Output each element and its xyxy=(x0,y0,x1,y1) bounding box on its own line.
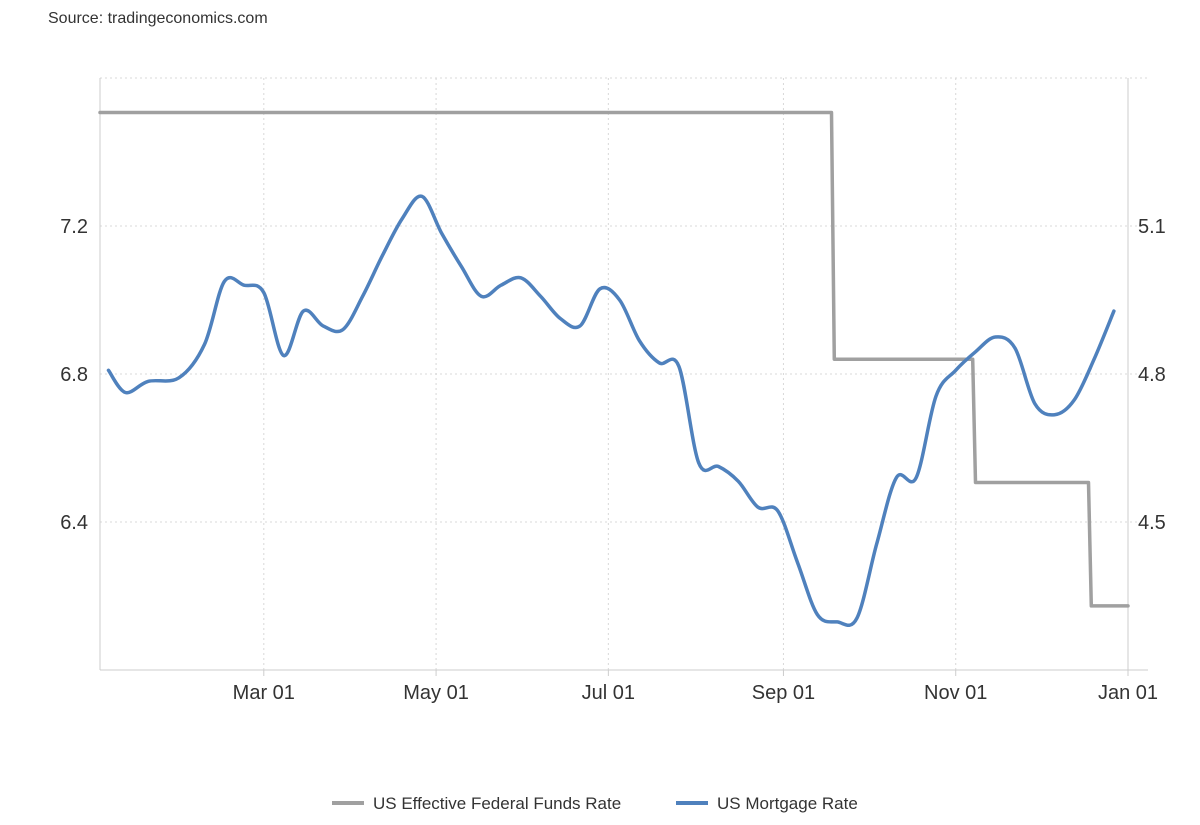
axis-layer xyxy=(99,78,1148,676)
x-tick-label: Jan 01 xyxy=(1098,682,1158,704)
y-right-tick-label: 5.1 xyxy=(1138,216,1166,238)
y-left-tick-label: 7.2 xyxy=(60,216,88,238)
x-tick-label: Sep 01 xyxy=(752,682,815,704)
source-label: Source: tradingeconomics.com xyxy=(48,10,268,27)
legend: US Effective Federal Funds Rate US Mortga… xyxy=(332,794,858,813)
x-tick-label: Nov 01 xyxy=(924,682,987,704)
x-tick-label: Jul 01 xyxy=(582,682,635,704)
y-left-tick-label: 6.8 xyxy=(60,364,88,386)
series-line-fed-funds-rate xyxy=(98,110,1130,608)
series-line-mortgage-rate xyxy=(106,194,1116,627)
series-layer xyxy=(98,110,1130,627)
y-right-tick-label: 4.8 xyxy=(1138,364,1166,386)
legend-item-fed-funds-rate: US Effective Federal Funds Rate xyxy=(332,794,621,813)
tick-label-layer: Mar 01 May 01 Jul 01 Sep 01 Nov 01 Jan 01 6.4 6… xyxy=(60,216,1166,704)
y-right-tick-label: 4.5 xyxy=(1138,512,1166,534)
legend-item-mortgage-rate: US Mortgage Rate xyxy=(676,794,858,813)
legend-label: US Effective Federal Funds Rate xyxy=(373,794,621,813)
x-tick-label: May 01 xyxy=(403,682,469,704)
y-left-tick-label: 6.4 xyxy=(60,512,88,534)
grid-layer xyxy=(100,77,1148,670)
x-tick-label: Mar 01 xyxy=(233,682,295,704)
legend-label: US Mortgage Rate xyxy=(717,794,858,813)
